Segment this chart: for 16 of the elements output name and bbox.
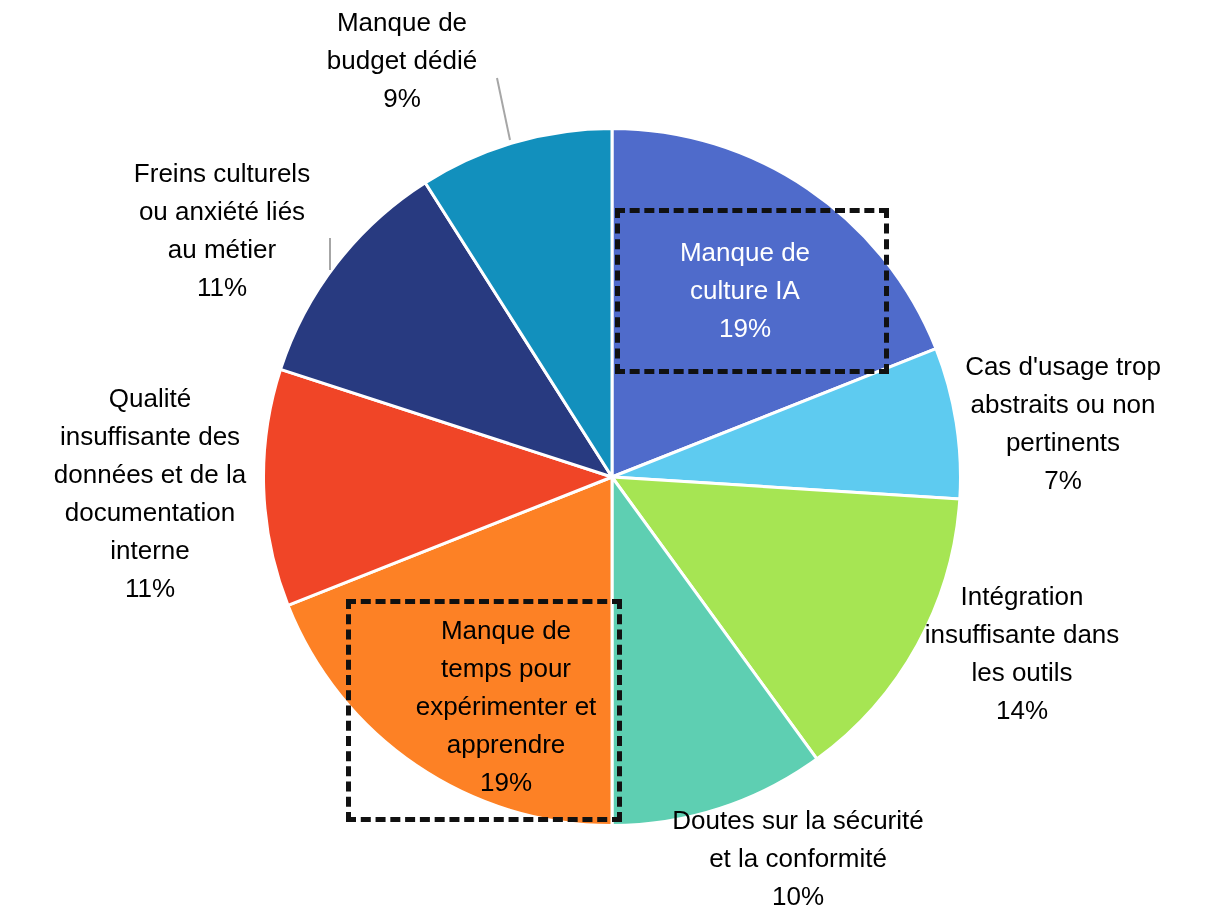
data-label: 9% <box>383 83 421 114</box>
data-label: 19% <box>718 313 772 344</box>
data-label: 11% <box>196 272 248 303</box>
slice-label: Intégration insuffisante dans les outils <box>924 581 1120 688</box>
slice-label: Freins culturels ou anxiété liés au métier <box>133 158 311 265</box>
slice-label: Manque de temps pour expérimenter et apprendre <box>415 615 598 760</box>
data-label: 7% <box>1044 465 1082 496</box>
slice-label: Cas d'usage trop abstraits ou non pertinents <box>965 351 1161 458</box>
data-label: 19% <box>479 767 533 798</box>
data-label: 11% <box>124 573 176 604</box>
slice-label: Doutes sur la sécurité et la conformité <box>672 805 924 874</box>
slice-label: Manque de culture IA <box>679 237 811 306</box>
slice-label: Manque de budget dédié <box>326 7 478 76</box>
slice-label: Qualité insuffisante des données et de la documentation interne <box>53 383 247 566</box>
data-label: 14% <box>995 695 1049 726</box>
data-label: 10% <box>771 881 825 912</box>
